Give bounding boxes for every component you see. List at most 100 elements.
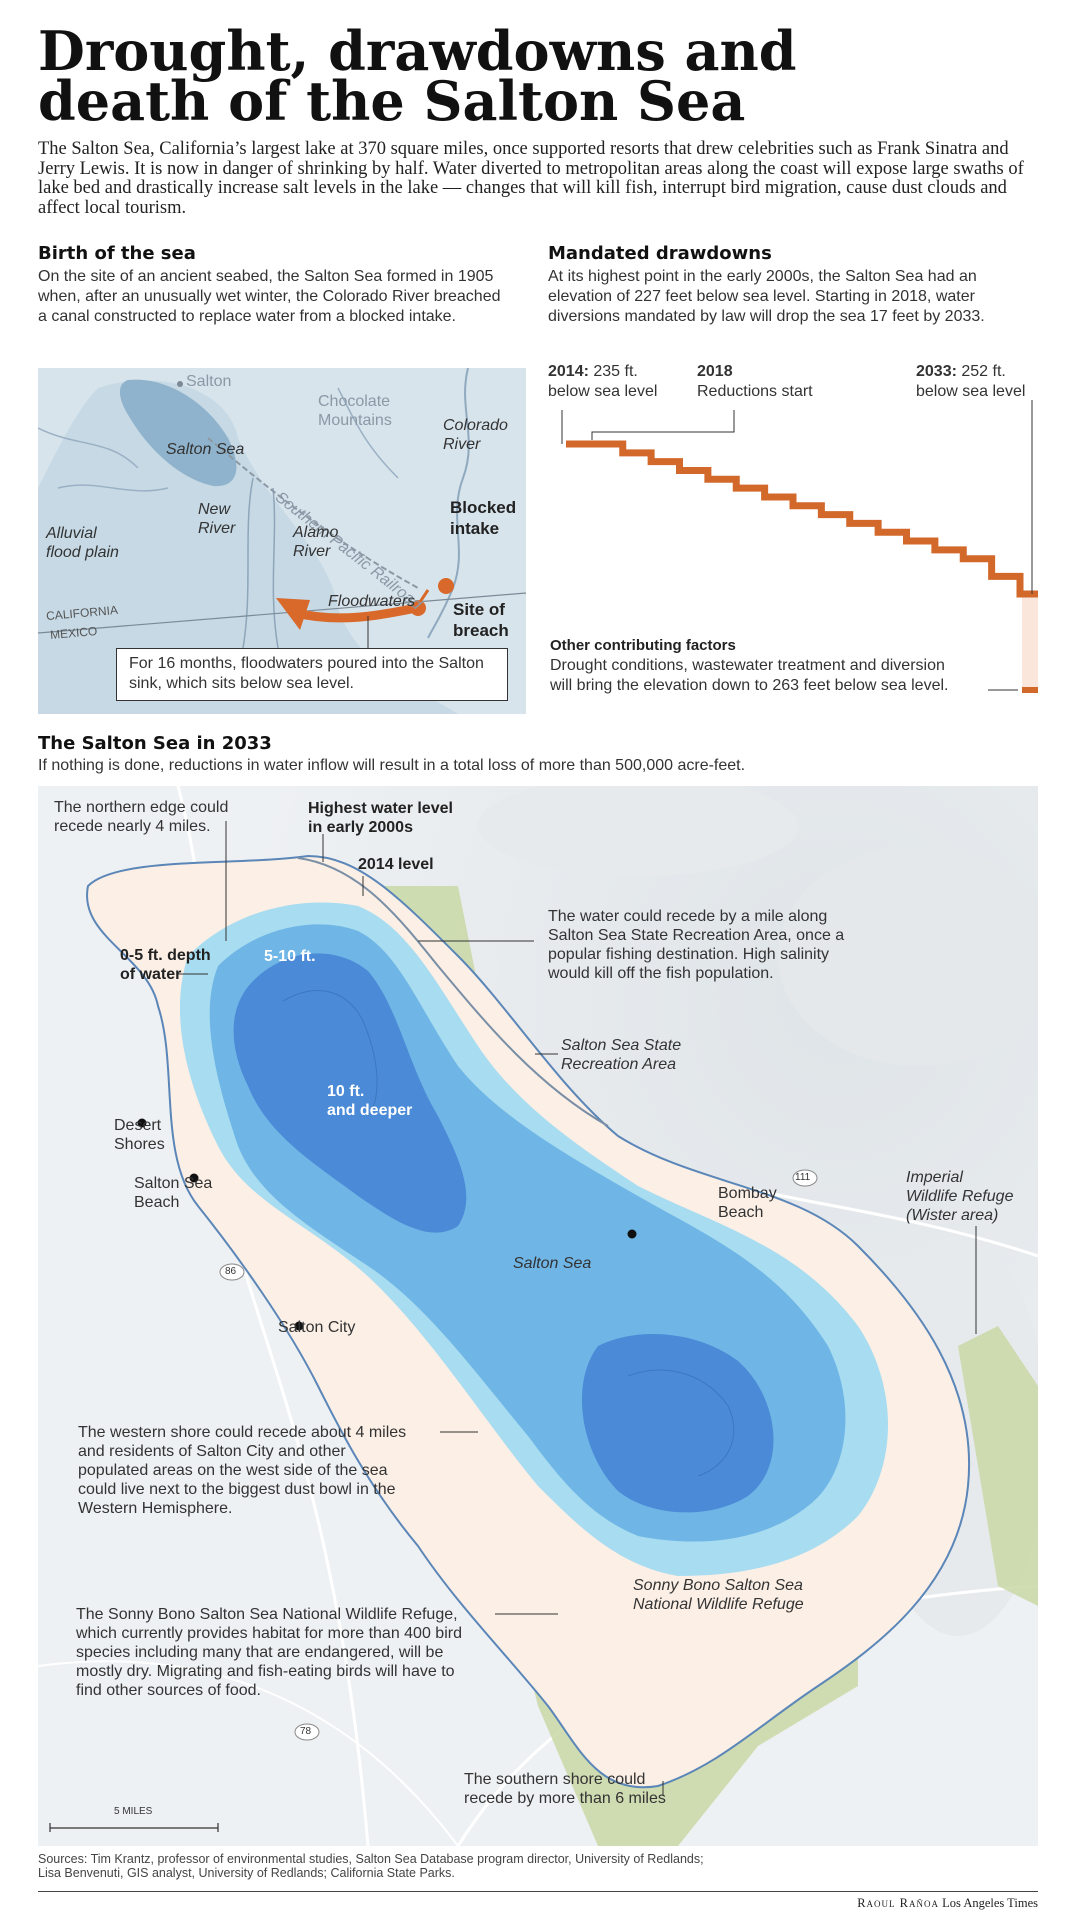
new-river-label-1: New: [198, 501, 231, 518]
alamo-river-label-2: River: [293, 543, 331, 560]
salton-city-label: Salton City: [278, 1319, 356, 1336]
bombay-beach-label-1: Bombay: [718, 1185, 777, 1202]
blocked-intake-label-2: intake: [450, 519, 500, 538]
desert-shores-label-2: Shores: [114, 1136, 165, 1153]
southern-note-line-1: The southern shore could: [464, 1771, 646, 1788]
label-2014-sub: below sea level: [548, 383, 658, 400]
floodwaters-label: Floodwaters: [328, 593, 416, 610]
additional-decline-band: [1022, 594, 1038, 690]
other-factors-line-2: will bring the elevation down to 263 fee…: [550, 677, 949, 694]
credit-name: Raoul Rañoa: [857, 1896, 940, 1910]
credit: Raoul Rañoa Los Angeles Times: [38, 1891, 1038, 1911]
other-factors-line-1: Drought conditions, wastewater treatment…: [550, 657, 945, 674]
western-note-line-3: populated areas on the west side of the …: [78, 1462, 388, 1479]
recreation-note-line-4: would kill off the fish population.: [548, 965, 774, 982]
drawdown-steps: [561, 400, 1038, 693]
breach-label-2: breach: [453, 621, 509, 640]
leader-2018: [591, 410, 735, 440]
alluvial-label-2: flood plain: [46, 544, 119, 561]
label-2033-sub: below sea level: [916, 383, 1026, 400]
recreation-note-line-3: popular fishing destination. High salini…: [548, 946, 830, 963]
salton-sea-beach-label-2: Beach: [134, 1194, 180, 1211]
headline: Drought, drawdowns and death of the Salt…: [38, 19, 938, 133]
headline-line-2: death of the Salton Sea: [38, 69, 746, 133]
recreation-note-line-2: Salton Sea State Recreation Area, once a: [548, 927, 845, 944]
salton-sea-label: Salton Sea: [166, 441, 245, 458]
northern-edge-label-2: recede nearly 4 miles.: [54, 818, 211, 835]
bombay-beach-label-2: Beach: [718, 1204, 764, 1221]
depth-10-label-2: and deeper: [327, 1102, 413, 1119]
southern-note-line-2: recede by more than 6 miles: [464, 1790, 666, 1807]
intro-paragraph: The Salton Sea, California’s largest lak…: [38, 139, 1024, 218]
salton2033-map: The northern edge could recede nearly 4 …: [38, 786, 1038, 1846]
label-2033-year: 2033:: [916, 363, 957, 380]
depth-5-10-label: 5-10 ft.: [264, 948, 316, 965]
label-2014-value: 235 ft.: [588, 363, 638, 380]
label-2033: 2033: 252 ft. below sea level: [916, 362, 1025, 402]
label-2018: 2018 Reductions start: [697, 362, 813, 402]
route-86-label: 86: [225, 1266, 237, 1277]
drawdowns-title: Mandated drawdowns: [548, 243, 772, 264]
recreation-note-line-1: The water could recede by a mile along: [548, 908, 828, 925]
label-2018-year: 2018: [697, 363, 733, 380]
depth-0-5-label-1: 0-5 ft. depth: [120, 947, 211, 964]
imperial-label-1: Imperial: [906, 1169, 963, 1186]
western-note-line-2: and residents of Salton City and other: [78, 1443, 346, 1460]
depth-10-label-1: 10 ft.: [327, 1083, 365, 1100]
credit-org: Los Angeles Times: [939, 1896, 1038, 1910]
label-2014-year: 2014:: [548, 363, 589, 380]
salton2033-title: The Salton Sea in 2033: [38, 733, 272, 754]
imperial-label-3: (Wister area): [906, 1207, 999, 1224]
colorado-river-label-1: Colorado: [443, 417, 508, 434]
level-2014-label: 2014 level: [358, 856, 434, 873]
label-2033-value: 252 ft.: [956, 363, 1006, 380]
salton-sea-map-label: Salton Sea: [513, 1255, 592, 1272]
drawdown-step-line: [566, 440, 1038, 598]
new-river-label-2: River: [198, 520, 236, 537]
label-2018-sub: Reductions start: [697, 383, 813, 400]
label-2014: 2014: 235 ft. below sea level: [548, 362, 657, 402]
salton2033-map-svg: [38, 786, 1038, 1846]
sources-line-1: Sources: Tim Krantz, professor of enviro…: [38, 1852, 704, 1866]
alluvial-label-1: Alluvial: [46, 525, 97, 542]
salton2033-subtitle: If nothing is done, reductions in water …: [38, 757, 746, 774]
route-111-label: 111: [795, 1172, 811, 1183]
headline-line-1: Drought, drawdowns and: [38, 19, 797, 83]
desert-shores-label-1: Desert: [114, 1117, 162, 1134]
blocked-intake-label-1: Blocked: [450, 498, 517, 517]
chocolate-mountains-label-2: Mountains: [318, 412, 392, 429]
salton-sea-beach-label-1: Salton Sea: [134, 1175, 213, 1192]
highest-level-label-2: in early 2000s: [308, 819, 413, 836]
recreation-area-label-2: Recreation Area: [561, 1056, 677, 1073]
other-factors: Other contributing factors Drought condi…: [550, 636, 948, 696]
western-note-line-4: could live next to the biggest dust bowl…: [78, 1481, 396, 1498]
western-note-line-1: The western shore could recede about 4 m…: [78, 1424, 407, 1441]
drawdowns-body: At its highest point in the early 2000s,…: [548, 268, 985, 325]
colorado-river-label-2: River: [443, 436, 481, 453]
salton-town-label: Salton: [186, 373, 232, 390]
sonny-note-line-3: species including many that are endanger…: [76, 1644, 444, 1661]
sources: Sources: Tim Krantz, professor of enviro…: [38, 1852, 1038, 1880]
birth-title: Birth of the sea: [38, 243, 196, 264]
birth-body: On the site of an ancient seabed, the Sa…: [38, 268, 501, 325]
sonny-bono-label-1: Sonny Bono Salton Sea: [633, 1577, 803, 1594]
sources-line-2: Lisa Benvenuti, GIS analyst, University …: [38, 1866, 455, 1880]
alamo-river-label-1: Alamo: [293, 524, 339, 541]
sonny-note-line-1: The Sonny Bono Salton Sea National Wildl…: [76, 1606, 458, 1623]
sonny-note-line-5: find other sources of food.: [76, 1682, 261, 1699]
depth-0-5-label-2: of water: [120, 966, 182, 983]
scale-label: 5 MILES: [114, 1806, 153, 1817]
chocolate-mountains-label-1: Chocolate: [318, 393, 391, 410]
northern-edge-label-1: The northern edge could: [54, 799, 229, 816]
breach-label-1: Site of: [453, 600, 505, 619]
route-78-label: 78: [300, 1726, 312, 1737]
sonny-note-line-2: which currently provides habitat for mor…: [76, 1625, 462, 1642]
other-factors-title: Other contributing factors: [550, 637, 736, 654]
flood-caption-box: For 16 months, floodwaters poured into t…: [116, 648, 508, 701]
recreation-area-label-1: Salton Sea State: [561, 1037, 682, 1054]
sonny-bono-label-2: National Wildlife Refuge: [633, 1596, 804, 1613]
drawdown-chart: [561, 400, 1038, 693]
sonny-note-line-4: mostly dry. Migrating and fish-eating bi…: [76, 1663, 455, 1680]
imperial-label-2: Wildlife Refuge: [906, 1188, 1014, 1205]
western-note-line-5: Western Hemisphere.: [78, 1500, 233, 1517]
